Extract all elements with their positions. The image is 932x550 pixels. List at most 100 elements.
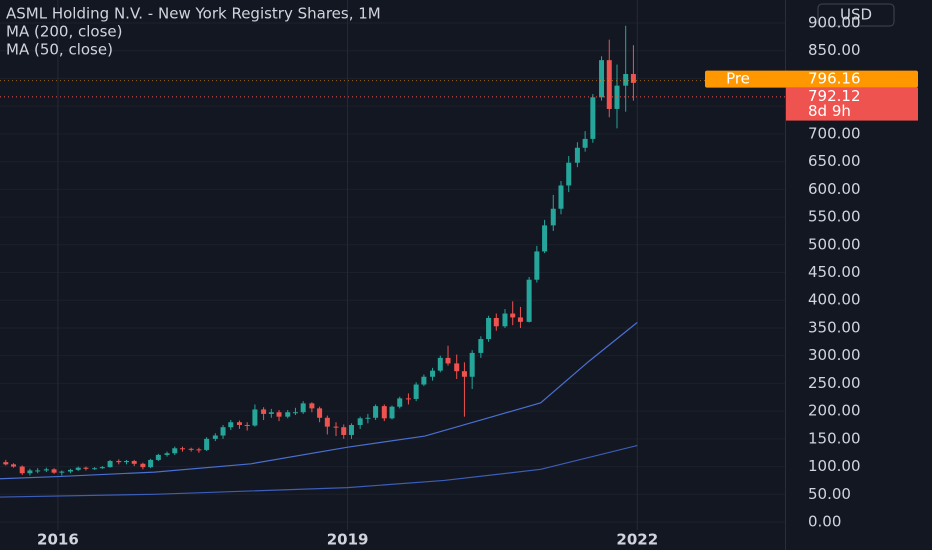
- candle-body: [155, 454, 161, 460]
- y-tick-label: 600.00: [808, 180, 861, 198]
- legend: ASML Holding N.V. - New York Registry Sh…: [6, 5, 381, 59]
- candle-body: [405, 398, 411, 400]
- candle-body: [228, 422, 234, 428]
- candle-body: [27, 470, 33, 474]
- candle-body: [421, 376, 427, 385]
- y-tick-label: 650.00: [808, 152, 861, 170]
- chart-title: ASML Holding N.V. - New York Registry Sh…: [6, 5, 381, 23]
- currency[interactable]: USD: [840, 6, 872, 24]
- candle-body: [454, 363, 460, 372]
- candle-body: [43, 469, 49, 471]
- candle-body: [357, 418, 363, 425]
- candle-body: [558, 185, 564, 209]
- candle-body: [236, 422, 242, 425]
- premarket-label: Pre: [726, 70, 750, 88]
- candle-body: [599, 60, 605, 98]
- candle-body: [51, 469, 57, 473]
- candle-body: [188, 448, 194, 450]
- candle-body: [212, 435, 218, 439]
- candle-body: [365, 417, 371, 419]
- candle-body: [582, 138, 588, 148]
- premarket-tag: [705, 70, 918, 88]
- last-price-tag: [786, 87, 918, 121]
- candle-body: [373, 406, 379, 418]
- candle-body: [204, 438, 210, 450]
- candle-body: [19, 466, 25, 474]
- candle-body: [348, 424, 354, 435]
- candle-body: [413, 384, 419, 399]
- candle-body: [493, 317, 499, 327]
- candle-body: [35, 470, 41, 472]
- currency-button[interactable]: [817, 3, 895, 27]
- candle-body: [179, 448, 185, 450]
- candle-body: [285, 412, 291, 417]
- candle-body: [116, 461, 122, 463]
- candle-body: [107, 461, 113, 468]
- y-tick-label: 250.00: [808, 374, 861, 392]
- candle-body: [606, 60, 612, 109]
- candle-body: [630, 74, 636, 83]
- x-tick-label: 2022: [616, 531, 658, 549]
- candle-body: [623, 74, 629, 86]
- candle-body: [300, 403, 306, 413]
- candle-body: [389, 406, 395, 419]
- candle-body: [99, 467, 105, 469]
- legend-entry: MA (200, close): [6, 23, 122, 41]
- candle-body: [252, 409, 258, 426]
- candle-body: [148, 459, 154, 468]
- candle-body: [276, 412, 282, 417]
- candle-body: [324, 417, 330, 427]
- candle-body: [430, 370, 436, 377]
- y-tick-label: 500.00: [808, 235, 861, 253]
- y-tick-label: 100.00: [808, 457, 861, 475]
- candle-body: [268, 412, 274, 414]
- y-tick-label: 300.00: [808, 346, 861, 364]
- candle-body: [381, 406, 387, 419]
- candle-body: [11, 464, 17, 467]
- y-tick-label: 350.00: [808, 318, 861, 336]
- candle-body: [59, 471, 65, 473]
- candle-body: [486, 317, 492, 340]
- y-tick-label: 900.00: [808, 14, 861, 32]
- candle-body: [75, 467, 81, 470]
- candle-body: [140, 463, 146, 468]
- y-tick-label: 400.00: [808, 291, 861, 309]
- candle-body: [469, 352, 475, 377]
- countdown: 8d 9h: [808, 102, 851, 120]
- y-tick-label: 550.00: [808, 208, 861, 226]
- plot: [0, 25, 785, 498]
- y-tick-label: 200.00: [808, 402, 861, 420]
- candle-body: [502, 313, 508, 327]
- candle-body: [397, 398, 403, 407]
- candle-body: [550, 208, 556, 226]
- candle-body: [461, 371, 467, 377]
- candle-body: [317, 408, 323, 418]
- legend-entry: MA (50, close): [6, 41, 113, 59]
- candle-body: [526, 279, 532, 322]
- candle-body: [542, 225, 548, 252]
- moving-average: [0, 321, 638, 480]
- candle-body: [574, 147, 580, 163]
- candle-body: [510, 313, 516, 318]
- candle-body: [445, 357, 451, 364]
- candle-body: [478, 339, 484, 353]
- candle-body: [172, 448, 178, 454]
- candle-body: [333, 426, 339, 428]
- candle-body: [196, 449, 202, 451]
- candle-body: [92, 468, 98, 470]
- candle-body: [309, 403, 315, 409]
- y-tick-label: 150.00: [808, 429, 861, 447]
- candle-body: [123, 461, 129, 463]
- y-tick-label: 0.00: [808, 513, 841, 531]
- candle-body: [261, 409, 267, 414]
- candle-body: [131, 461, 137, 464]
- candle-body: [437, 357, 443, 371]
- candle-body: [590, 97, 596, 139]
- y-tick-label: 450.00: [808, 263, 861, 281]
- candle-body: [220, 427, 226, 436]
- candle-body: [244, 424, 250, 426]
- candle-body: [341, 427, 347, 435]
